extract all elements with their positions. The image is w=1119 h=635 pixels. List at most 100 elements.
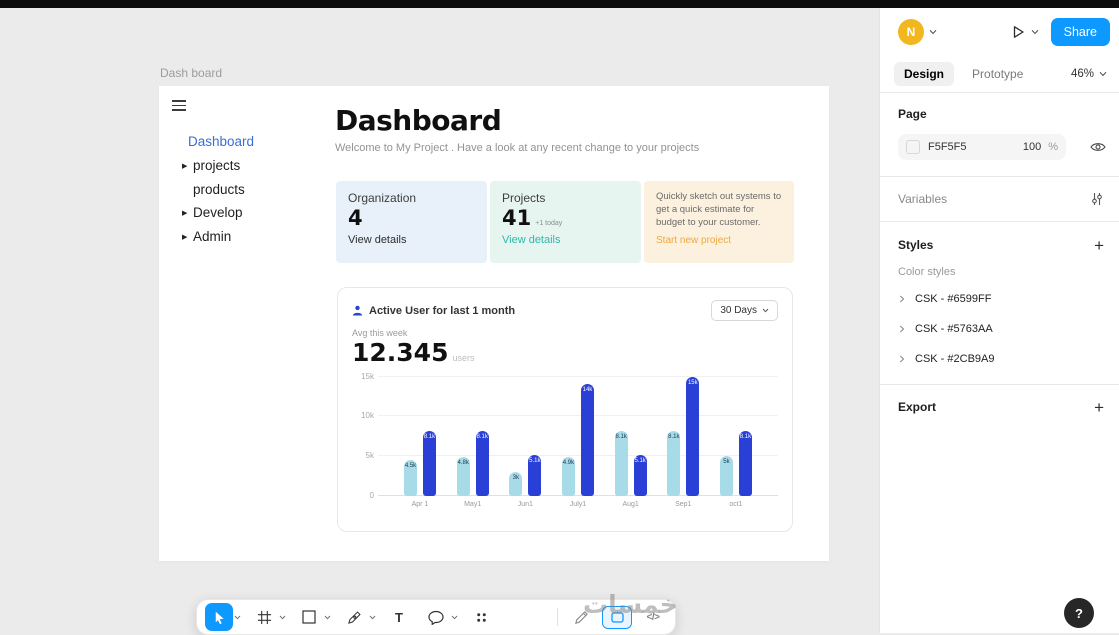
x-axis-tick: Jun1 [517, 500, 533, 508]
cursor-icon [215, 611, 224, 624]
pencil-icon [574, 610, 588, 624]
chevron-down-icon[interactable] [324, 615, 331, 620]
code-tool[interactable]: </> [639, 603, 667, 631]
rectangle-tool[interactable] [295, 603, 323, 631]
bar-value-label: 4.5k [404, 462, 417, 469]
watermark: خمسات [583, 590, 678, 619]
share-button[interactable]: Share [1050, 18, 1110, 46]
color-style-name: CSK - #5763AA [915, 323, 993, 335]
nav-item-products[interactable]: ▶ products [182, 177, 254, 201]
bar-value-label: 5k [723, 458, 730, 465]
bar-value-label: 5.1k [634, 458, 646, 464]
page-title: Dashboard [335, 104, 502, 137]
expand-triangle-icon[interactable]: ▶ [182, 209, 188, 217]
chevron-right-icon[interactable] [899, 295, 905, 303]
range-dropdown[interactable]: 30 Days [711, 300, 778, 321]
bar-group: 3k 5.1k [509, 455, 542, 496]
dev-mode-icon [610, 611, 624, 623]
move-tool[interactable] [205, 603, 233, 631]
organization-card: Organization 4 View details [336, 181, 487, 263]
avatar[interactable]: N [898, 19, 924, 45]
nav-item-projects[interactable]: ▶ projects [182, 154, 254, 178]
color-style-row[interactable]: CSK - #6599FF [880, 284, 1119, 314]
toolbar-divider [557, 608, 558, 626]
page-color-field[interactable]: F5F5F5 100 % [898, 134, 1066, 160]
page-section-label: Page [898, 107, 927, 121]
pen-tool[interactable] [340, 603, 368, 631]
bar-group: 4.8k 8.1k [456, 431, 489, 496]
tab-design[interactable]: Design [894, 62, 955, 86]
view-details-link[interactable]: View details [348, 234, 407, 246]
opacity-value[interactable]: 100 [1022, 141, 1042, 153]
chevron-down-icon[interactable] [234, 615, 241, 620]
play-icon [1013, 26, 1024, 38]
bar-light: 8.1k [614, 431, 628, 496]
stat-cards: Organization 4 View details Projects 41 … [336, 181, 794, 263]
dev-mode-toggle[interactable] [602, 605, 632, 629]
present-button[interactable] [1010, 24, 1026, 40]
nav-label: Develop [193, 205, 243, 221]
chevron-down-icon[interactable] [279, 615, 286, 620]
card-value: 41 [502, 206, 532, 230]
frame-tool[interactable] [250, 603, 278, 631]
dashboard-frame[interactable]: Dashboard ▶ projects ▶ products ▶ Develo… [159, 86, 829, 561]
y-axis-tick: 0 [369, 490, 374, 500]
bar-dark: 8.1k [423, 431, 436, 496]
actions-tool[interactable] [467, 603, 495, 631]
start-new-project-link[interactable]: Start new project [656, 235, 732, 247]
help-button[interactable]: ? [1064, 598, 1094, 628]
chevron-down-icon[interactable] [1031, 29, 1039, 35]
text-tool[interactable]: T [385, 603, 413, 631]
export-label: Export [898, 400, 937, 414]
x-axis-tick: Apr 1 [411, 500, 429, 508]
chevron-down-icon[interactable] [369, 615, 376, 620]
nav-item-dashboard[interactable]: Dashboard [182, 130, 254, 154]
text-tool-glyph: T [395, 609, 403, 625]
color-hex-value[interactable]: F5F5F5 [928, 141, 967, 153]
chevron-right-icon[interactable] [899, 325, 905, 333]
add-style-button[interactable]: + [1094, 235, 1104, 255]
view-details-link[interactable]: View details [502, 234, 561, 246]
card-title: Projects [502, 191, 546, 205]
promo-text: Quickly sketch out systems to get a quic… [656, 191, 782, 228]
variables-label: Variables [898, 192, 948, 206]
zoom-control[interactable]: 46% [1071, 68, 1107, 80]
card-value: 4 [348, 206, 363, 230]
nav-label: Dashboard [188, 134, 255, 150]
color-style-row[interactable]: CSK - #2CB9A9 [880, 344, 1119, 374]
expand-triangle-icon[interactable]: ▶ [182, 162, 188, 170]
nav-item-develop[interactable]: ▶ Develop [182, 201, 254, 225]
avg-unit: users [452, 353, 475, 363]
variables-row[interactable]: Variables [880, 177, 1119, 221]
nav-label: products [193, 181, 245, 197]
rectangle-icon [302, 610, 316, 624]
bar-group: 8.1k 15k [667, 376, 700, 496]
adjust-sliders-icon[interactable] [1090, 192, 1104, 206]
range-label: 30 Days [720, 305, 757, 316]
nav-item-admin[interactable]: ▶ Admin [182, 225, 254, 249]
tab-prototype[interactable]: Prototype [972, 67, 1024, 81]
sidebar-nav: Dashboard ▶ projects ▶ products ▶ Develo… [182, 130, 254, 248]
bar-value-label: 3k [512, 474, 519, 481]
add-export-button[interactable]: + [1094, 397, 1104, 417]
export-row[interactable]: Export + [880, 385, 1119, 429]
color-swatch[interactable] [906, 140, 920, 154]
chevron-down-icon[interactable] [451, 615, 458, 620]
color-style-row[interactable]: CSK - #5763AA [880, 314, 1119, 344]
comment-icon [428, 610, 444, 625]
comment-tool[interactable] [422, 603, 450, 631]
frame-label[interactable]: Dash board [160, 66, 223, 80]
chart-bars: 4.5k 8.1k 4.8k 8.1k 3k 5.1k 4.9k 14k 8.1k 5.1k 8.1… [378, 376, 778, 496]
x-axis-tick: July1 [569, 500, 587, 508]
menu-icon[interactable] [172, 100, 188, 114]
expand-triangle-icon[interactable]: ▶ [182, 233, 188, 241]
pencil-tool[interactable] [567, 603, 595, 631]
bar-light: 3k [509, 471, 523, 496]
chart-title: Active User for last 1 month [369, 304, 516, 317]
visibility-toggle[interactable] [1090, 141, 1106, 153]
chevron-right-icon[interactable] [899, 355, 905, 363]
projects-card: Projects 41 +1 today View details [490, 181, 641, 263]
chevron-down-icon[interactable] [929, 29, 937, 35]
bar-light: 5k [719, 455, 733, 496]
bar-value-label: 8.1k [423, 434, 436, 441]
